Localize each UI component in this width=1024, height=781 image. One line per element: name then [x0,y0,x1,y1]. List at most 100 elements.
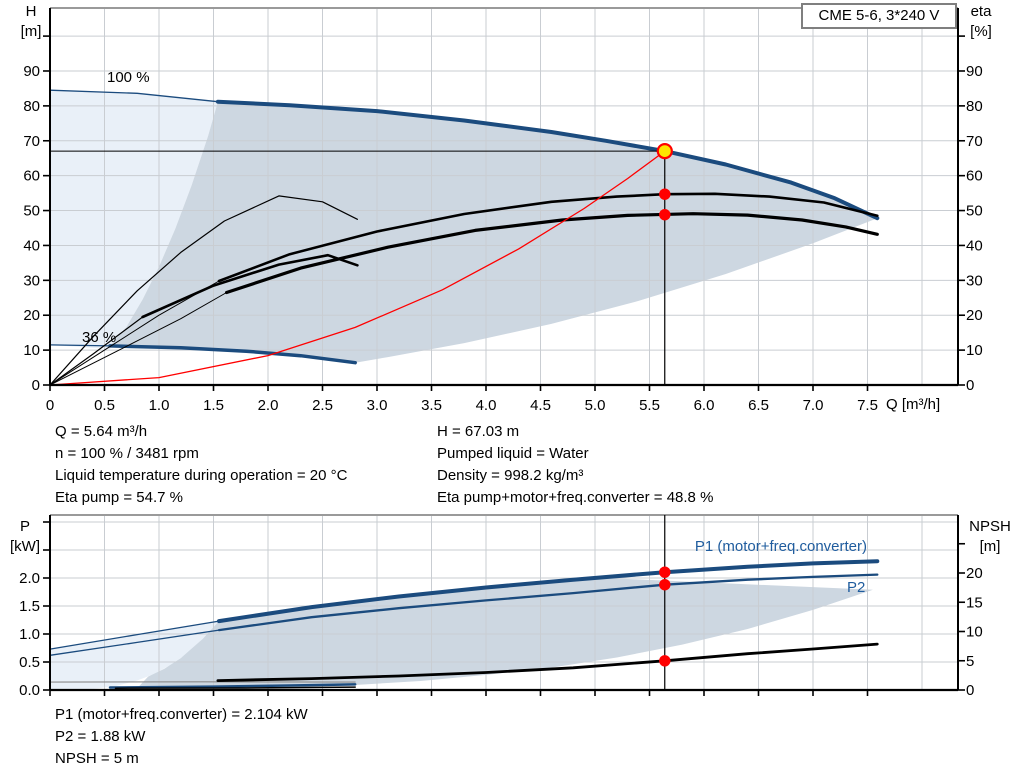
info-eta-total: Eta pump+motor+freq.converter = 48.8 % [437,489,714,506]
p2 [217,573,879,632]
svg-text:6.5: 6.5 [748,397,769,414]
power-info: P1 (motor+freq.converter) = 2.104 kW P2 … [55,704,308,770]
h-axis-unit-symbol: H [25,3,37,20]
eta-axis-unit-symbol: eta [970,3,992,20]
p-36pct [108,683,357,689]
p-axis-unit: P [kW] [6,517,44,557]
svg-text:3.0: 3.0 [367,397,388,414]
p1-curve-label: P1 (motor+freq.converter) [694,538,867,555]
operating-envelope-light [50,90,218,350]
info-speed: n = 100 % / 3481 rpm [55,445,199,462]
npsh-axis-unit-symbol: NPSH [969,518,1011,535]
svg-text:1.0: 1.0 [149,397,170,414]
eta-axis-unit-bracket: [%] [970,23,992,40]
svg-text:3.5: 3.5 [421,397,442,414]
svg-text:0: 0 [32,377,40,394]
svg-text:5.0: 5.0 [585,397,606,414]
info-pumped-liquid: Pumped liquid = Water [437,445,589,462]
operating-value-dot [659,566,671,578]
svg-text:0: 0 [46,397,54,414]
duty-info-right: H = 67.03 m Pumped liquid = Water Densit… [437,421,713,509]
svg-text:60: 60 [23,168,40,185]
p-axis-unit-bracket: [kW] [10,538,40,555]
h-axis-unit-bracket: [m] [20,23,42,40]
p1 [217,559,880,624]
svg-text:80: 80 [23,98,40,115]
svg-text:20: 20 [23,307,40,324]
operating-value-dot [659,209,671,221]
npsh-axis-unit-bracket: [m] [979,538,1001,555]
svg-text:20: 20 [966,307,983,324]
svg-text:80: 80 [966,98,983,115]
svg-text:10: 10 [966,624,983,641]
svg-text:4.5: 4.5 [530,397,551,414]
operating-value-dot [659,579,671,591]
operating-value-dot [659,188,671,200]
duty-info-left: Q = 5.64 m³/h n = 100 % / 3481 rpm Liqui… [55,421,347,509]
svg-text:1.5: 1.5 [19,598,40,615]
svg-text:5: 5 [966,653,974,670]
h-axis-unit: H [m] [14,2,48,42]
duty-point-marker[interactable] [656,143,673,160]
operating-value-dot [659,655,671,667]
info-eta-pump: Eta pump = 54.7 % [55,489,183,506]
npsh [216,642,879,682]
svg-text:50: 50 [23,203,40,220]
svg-text:10: 10 [966,342,983,359]
pump-model-badge: CME 5-6, 3*240 V [801,3,957,29]
speed-label-36pct: 36 % [82,329,117,346]
svg-text:30: 30 [23,272,40,289]
svg-text:7.0: 7.0 [803,397,824,414]
svg-text:40: 40 [23,237,40,254]
eta-total [225,212,879,295]
info-density: Density = 998.2 kg/m³ [437,467,584,484]
npsh-axis-unit: NPSH [m] [960,517,1020,557]
svg-text:90: 90 [966,63,983,80]
qh-36pct [108,344,357,365]
svg-text:2.5: 2.5 [312,397,333,414]
p2-thin [49,629,220,656]
svg-text:0.5: 0.5 [19,654,40,671]
system-curve [49,150,666,386]
svg-text:70: 70 [966,133,983,150]
info-flow: Q = 5.64 m³/h [55,423,148,440]
svg-text:5.5: 5.5 [639,397,660,414]
svg-text:90: 90 [23,63,40,80]
qh-36pct-thin [49,344,111,347]
svg-text:2.0: 2.0 [19,570,40,587]
eta-total-36pct [141,253,359,319]
svg-text:4.0: 4.0 [476,397,497,414]
eta-axis-unit: eta [%] [962,2,1000,42]
eta-pump-36pct [49,195,358,386]
speed-label-100pct: 100 % [107,69,150,86]
p-axis-unit-symbol: P [19,518,30,535]
svg-text:1.0: 1.0 [19,626,40,643]
qh-100pct-thin [49,89,219,103]
svg-text:30: 30 [966,272,983,289]
eta-total-thin [49,292,228,386]
info-head: H = 67.03 m [437,423,520,440]
svg-text:0: 0 [966,377,974,394]
svg-text:15: 15 [966,594,983,611]
npsh-36pct [114,686,356,689]
eta-pump-thin [49,280,220,386]
svg-text:7.5: 7.5 [857,397,878,414]
p2-curve-label: P2 [847,579,866,596]
power-envelope-light [50,621,219,690]
qh-100pct [215,99,880,221]
svg-text:50: 50 [966,203,983,220]
svg-text:0.5: 0.5 [94,397,115,414]
p1-thin [49,620,220,650]
svg-text:40: 40 [966,237,983,254]
svg-text:1.5: 1.5 [203,397,224,414]
info-liquid-temp: Liquid temperature during operation = 20… [55,467,348,484]
info-p2: P2 = 1.88 kW [55,728,146,745]
svg-text:0: 0 [966,682,974,699]
svg-text:20: 20 [966,565,983,582]
eta-total-36pct-thin [49,316,144,386]
operating-envelope-dark [110,101,878,363]
q-axis-unit: Q [m³/h] [886,396,941,413]
svg-text:10: 10 [23,342,40,359]
